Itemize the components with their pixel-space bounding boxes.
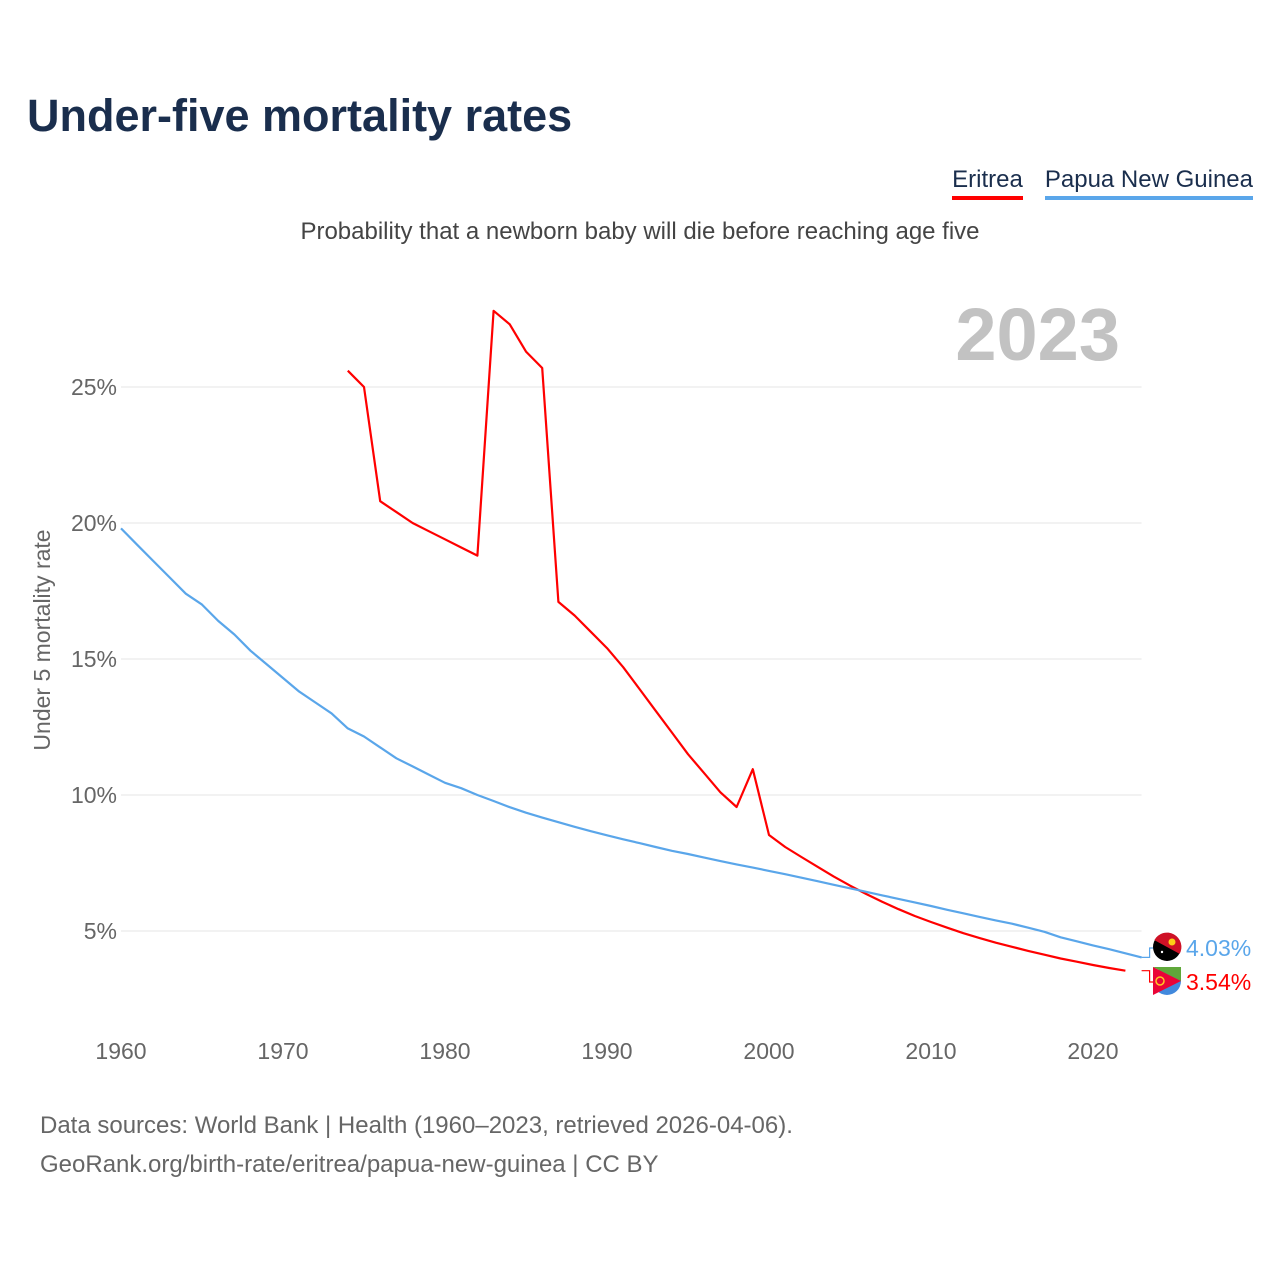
end-connector [1141, 947, 1156, 958]
flag-red [1154, 932, 1182, 954]
end-value-label: 3.54% [1186, 969, 1251, 995]
source-link[interactable]: GeoRank.org/birth-rate/eritrea/papua-new… [40, 1151, 659, 1178]
y-tick-label: 10% [71, 782, 117, 808]
eritrea-flag-icon [1153, 967, 1181, 995]
flag-bird [1168, 938, 1176, 946]
y-tick-label: 15% [71, 646, 117, 672]
chart-title: Under-five mortality rates [27, 90, 573, 141]
flag-star [1160, 950, 1164, 954]
legend-eritrea[interactable]: Eritrea [952, 166, 1023, 200]
x-tick-label: 2010 [905, 1038, 956, 1064]
png-flag-icon [1153, 932, 1182, 961]
flag-red [1153, 967, 1181, 995]
legend-papua-new-guinea[interactable]: Papua New Guinea [1044, 166, 1253, 200]
series-line-eritrea [347, 309, 1126, 972]
line-chart: 2023 Under 5 mortality rate 5% 10% 15% 20% 2… [29, 293, 1251, 1064]
y-axis-label: Under 5 mortality rate [29, 529, 55, 750]
x-tick-label: 2000 [743, 1038, 794, 1064]
series-line-papua-new-guinea [120, 527, 1142, 959]
x-tick-label: 1990 [581, 1038, 632, 1064]
x-tick-label: 1970 [257, 1038, 308, 1064]
y-tick-label: 5% [84, 918, 117, 944]
flag-emblem [1155, 976, 1165, 986]
x-tick-label: 2020 [1067, 1038, 1118, 1064]
end-value-label: 4.03% [1186, 935, 1251, 961]
chart-subtitle: Probability that a newborn baby will die… [300, 218, 980, 245]
footer: Data sources: World Bank | Health (1960–… [40, 1106, 793, 1184]
end-connector [1141, 970, 1156, 983]
y-tick-label: 25% [71, 374, 117, 400]
x-tick-label: 1960 [95, 1038, 146, 1064]
x-tick-label: 1980 [419, 1038, 470, 1064]
legend: Eritrea Papua New Guinea [952, 166, 1253, 200]
y-tick-label: 20% [71, 510, 117, 536]
year-label: 2023 [955, 293, 1120, 376]
data-source: Data sources: World Bank | Health (1960–… [40, 1112, 793, 1139]
